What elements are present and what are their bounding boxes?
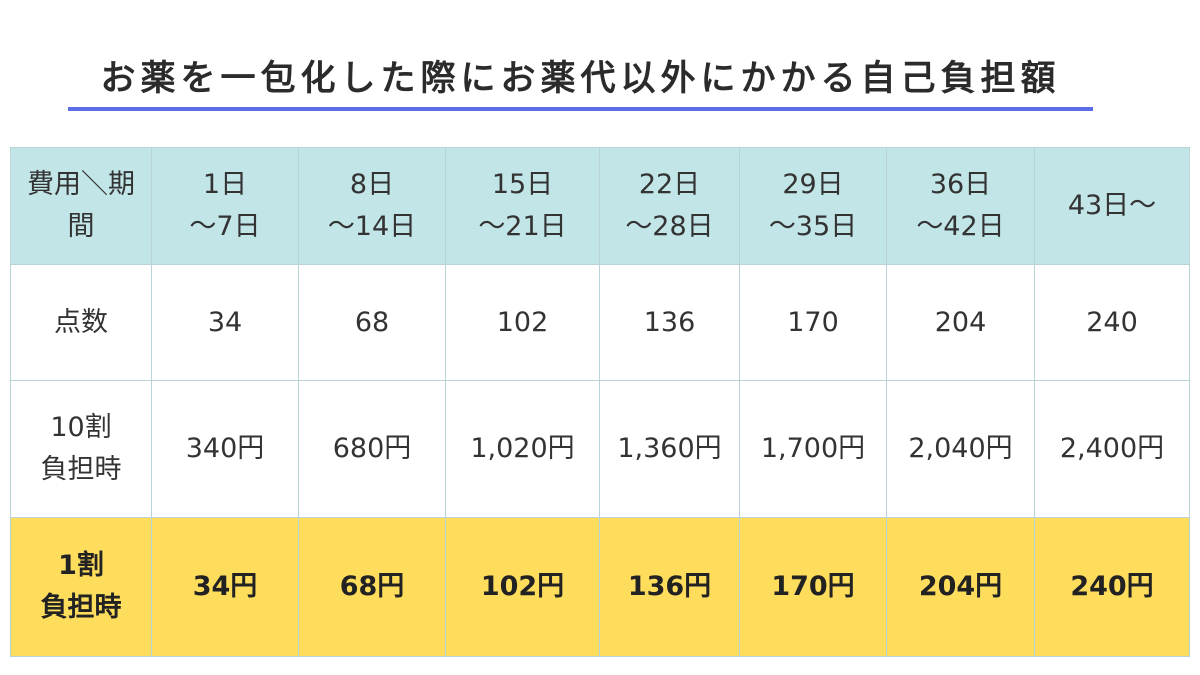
table-cell: 170	[739, 264, 887, 381]
table-row: 点数 34 68 102 136 170 204 240	[10, 264, 1190, 381]
period-label-line: 43日〜	[1067, 190, 1157, 222]
period-label-line: 〜21日	[478, 211, 567, 242]
period-header-cell: 15日 〜21日	[445, 147, 600, 265]
table-cell: 102	[445, 264, 600, 381]
corner-header-cell: 費用＼期 間	[10, 147, 152, 265]
row-label-cell: 1割 負担時	[10, 517, 152, 657]
header-row: 費用＼期 間 1日 〜7日 8日 〜14日 15日 〜21日 22日 〜28日 …	[10, 147, 1190, 265]
period-label-line: 〜42日	[916, 211, 1005, 242]
row-label-line: 点数	[54, 306, 108, 338]
row-label-cell: 10割 負担時	[10, 380, 152, 518]
table-cell: 1,020円	[445, 380, 600, 518]
period-header-cell: 29日 〜35日	[739, 147, 887, 265]
table-cell: 34	[151, 264, 299, 381]
table-cell: 2,040円	[886, 380, 1035, 518]
corner-label-line: 費用＼期	[27, 169, 135, 201]
table-cell: 68	[298, 264, 446, 381]
period-label-line: 〜28日	[625, 211, 714, 242]
title-underline	[68, 107, 1093, 111]
period-label-line: 29日	[782, 169, 844, 201]
table-cell: 240	[1034, 264, 1190, 381]
period-label-line: 1日	[202, 169, 248, 201]
table-cell: 680円	[298, 380, 446, 518]
fee-table: 費用＼期 間 1日 〜7日 8日 〜14日 15日 〜21日 22日 〜28日 …	[10, 147, 1190, 657]
period-header-cell: 43日〜	[1034, 147, 1190, 265]
period-label-line: 〜35日	[768, 211, 858, 242]
period-label-line: 36日	[929, 169, 992, 201]
row-label-line: 1割	[58, 550, 104, 582]
row-label-line: 負担時	[40, 454, 122, 485]
table-cell: 170円	[739, 517, 887, 657]
corner-label-line: 間	[67, 211, 95, 242]
table-row: 10割 負担時 340円 680円 1,020円 1,360円 1,700円 2…	[10, 380, 1190, 518]
table-cell: 2,400円	[1034, 380, 1190, 518]
table-cell: 136	[599, 264, 740, 381]
table-cell: 34円	[151, 517, 299, 657]
row-label-line: 負担時	[40, 592, 122, 623]
period-label-line: 〜14日	[327, 211, 417, 242]
row-label-line: 10割	[50, 412, 112, 444]
table-cell: 68円	[298, 517, 446, 657]
table-cell: 204円	[886, 517, 1035, 657]
table-cell: 1,700円	[739, 380, 887, 518]
table-cell: 340円	[151, 380, 299, 518]
table-cell: 1,360円	[599, 380, 740, 518]
table-cell: 136円	[599, 517, 740, 657]
period-label-line: 15日	[491, 169, 554, 201]
period-label-line: 8日	[349, 169, 395, 201]
period-header-cell: 1日 〜7日	[151, 147, 299, 265]
period-label-line: 〜7日	[189, 211, 261, 242]
period-label-line: 22日	[638, 169, 701, 201]
table-cell: 204	[886, 264, 1035, 381]
title-block: お薬を一包化した際にお薬代以外にかかる自己負担額	[68, 40, 1093, 112]
highlight-row: 1割 負担時 34円 68円 102円 136円 170円 204円 240円	[10, 517, 1190, 657]
period-header-cell: 36日 〜42日	[886, 147, 1035, 265]
row-label-cell: 点数	[10, 264, 152, 381]
table-cell: 240円	[1034, 517, 1190, 657]
period-header-cell: 22日 〜28日	[599, 147, 740, 265]
table-cell: 102円	[445, 517, 600, 657]
period-header-cell: 8日 〜14日	[298, 147, 446, 265]
page-title: お薬を一包化した際にお薬代以外にかかる自己負担額	[100, 59, 1061, 99]
